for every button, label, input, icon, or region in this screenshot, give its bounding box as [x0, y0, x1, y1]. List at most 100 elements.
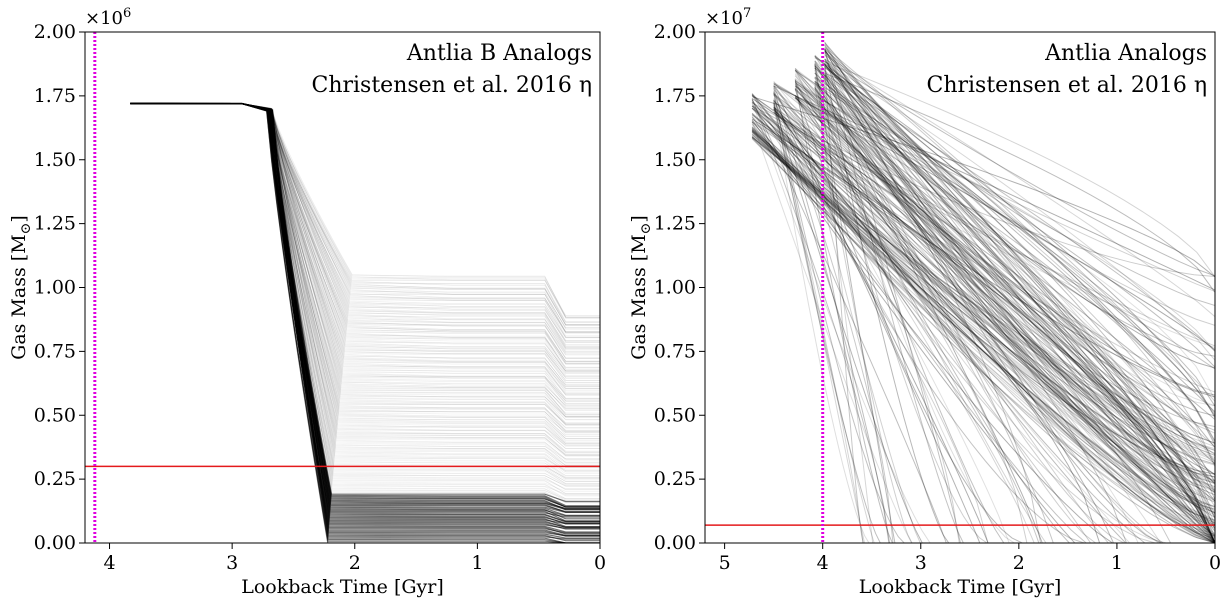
track-line — [751, 134, 1215, 481]
track-line — [751, 121, 1215, 465]
track-line — [751, 136, 1215, 464]
track-line — [751, 129, 1215, 528]
track-line — [130, 103, 600, 478]
track-line — [130, 103, 600, 352]
track-line — [130, 103, 600, 326]
track-line — [130, 103, 600, 425]
track-line — [814, 65, 1215, 543]
track-line — [751, 134, 1215, 448]
track-line — [751, 131, 1215, 521]
track-line — [824, 65, 950, 543]
track-line — [130, 103, 600, 339]
track-line — [814, 77, 1215, 543]
track-line — [751, 127, 1215, 485]
track-line — [794, 81, 1109, 543]
track-line — [794, 95, 1215, 543]
track-line — [130, 103, 600, 372]
track-line — [814, 84, 1215, 407]
track-line — [751, 93, 1139, 543]
track-line — [824, 49, 964, 543]
track-line — [824, 48, 1215, 543]
track-line — [130, 103, 600, 452]
track-line — [751, 136, 1215, 444]
track-line — [824, 44, 1215, 516]
track-line — [130, 103, 600, 424]
track-line — [130, 103, 600, 333]
track-line — [130, 103, 600, 374]
track-line — [130, 103, 600, 486]
y-tick-label: 0.75 — [34, 340, 76, 362]
track-line — [130, 103, 600, 356]
track-line — [751, 93, 1040, 543]
track-line — [814, 72, 1215, 369]
track-line — [773, 99, 989, 543]
track-line — [130, 103, 600, 401]
track-line — [130, 103, 600, 503]
y-axis-multiplier: ×106 — [85, 6, 131, 29]
track-line — [794, 85, 1215, 352]
track-line — [773, 83, 1215, 351]
track-line — [794, 67, 1215, 543]
track-line — [130, 103, 600, 455]
track-line — [130, 103, 600, 316]
track-line — [130, 103, 600, 496]
track-line — [130, 103, 600, 353]
track-line — [130, 103, 600, 495]
track-line — [130, 103, 600, 418]
track-line — [751, 105, 1215, 370]
track-line — [130, 103, 600, 317]
track-line — [824, 49, 961, 543]
track-line — [773, 94, 1215, 428]
track-line — [130, 103, 600, 494]
track-line — [130, 103, 600, 386]
track-line — [130, 103, 600, 379]
track-line — [824, 44, 1215, 543]
track-line — [130, 103, 600, 332]
track-line — [814, 86, 913, 543]
track-line — [130, 103, 600, 406]
track-line — [751, 128, 1215, 484]
track-line — [130, 103, 600, 501]
track-line — [130, 103, 600, 362]
track-line — [794, 97, 1215, 492]
track-line — [773, 108, 1215, 515]
track-line — [130, 103, 600, 348]
track-line — [814, 64, 874, 543]
x-tick-label: 3 — [915, 552, 927, 574]
track-line — [130, 103, 600, 338]
track-line — [130, 103, 600, 446]
track-line — [130, 103, 600, 402]
track-line — [773, 108, 1146, 543]
track-line — [130, 103, 600, 359]
track-line — [130, 103, 600, 365]
track-line — [751, 123, 1215, 526]
track-line — [130, 103, 600, 464]
track-line — [794, 81, 1070, 543]
track-line — [751, 131, 1215, 522]
track-line — [130, 103, 600, 431]
track-line — [130, 103, 600, 466]
track-line — [794, 79, 1215, 543]
track-line — [130, 103, 600, 409]
track-line — [773, 92, 905, 543]
track-line — [824, 64, 1215, 434]
track-line — [794, 78, 1215, 543]
track-line — [130, 103, 600, 416]
track-line — [814, 80, 1215, 543]
track-line — [814, 56, 1215, 413]
track-line — [130, 103, 600, 341]
track-line — [130, 103, 600, 359]
track-line — [773, 98, 1035, 543]
track-line — [130, 103, 600, 332]
track-line — [130, 103, 600, 370]
track-line — [130, 103, 600, 372]
track-line — [130, 103, 600, 392]
track-line — [130, 103, 600, 497]
track-line — [130, 103, 600, 319]
x-tick-label: 4 — [103, 552, 115, 574]
track-line — [824, 48, 1162, 543]
track-line — [130, 103, 600, 402]
track-line — [130, 103, 600, 425]
track-line — [751, 103, 989, 543]
track-line — [130, 103, 600, 400]
